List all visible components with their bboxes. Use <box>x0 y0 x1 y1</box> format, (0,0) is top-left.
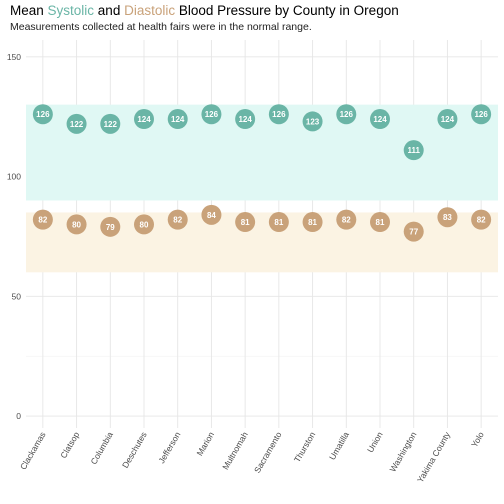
systolic-value-label: 126 <box>36 110 50 119</box>
title-connector: and <box>94 3 125 18</box>
diastolic-point <box>134 214 154 235</box>
x-tick-label: Clackamas <box>18 430 48 471</box>
x-tick-label: Marion <box>195 430 217 458</box>
systolic-value-label: 122 <box>70 120 84 129</box>
diastolic-point <box>336 209 357 230</box>
systolic-value-label: 124 <box>238 115 252 124</box>
diastolic-value-label: 82 <box>173 216 182 225</box>
diastolic-point <box>32 209 53 230</box>
systolic-value-label: 126 <box>474 110 488 119</box>
systolic-value-label: 111 <box>407 146 420 155</box>
systolic-value-label: 126 <box>272 110 286 119</box>
title-suffix: Blood Pressure by County in Oregon <box>175 3 399 18</box>
systolic-point <box>100 113 121 134</box>
x-tick-label: Columbia <box>88 430 115 466</box>
diastolic-point <box>403 221 424 242</box>
x-tick-label: Deschutes <box>120 430 149 470</box>
y-tick-label: 100 <box>7 172 21 182</box>
systolic-point <box>302 111 323 132</box>
x-tick-label: Union <box>365 430 385 454</box>
diastolic-value-label: 82 <box>342 216 351 225</box>
systolic-normal-band <box>26 104 498 201</box>
diastolic-value-label: 81 <box>241 218 250 227</box>
diastolic-point <box>235 212 256 233</box>
x-tick-label: Multnomah <box>220 430 250 472</box>
title-systolic: Systolic <box>47 3 95 18</box>
x-tick-label: Umatilla <box>327 430 351 462</box>
systolic-point <box>167 109 188 130</box>
y-tick-label: 0 <box>16 411 21 421</box>
diastolic-value-label: 79 <box>106 223 115 232</box>
systolic-point <box>336 104 357 125</box>
systolic-value-label: 124 <box>441 115 455 124</box>
diastolic-normal-band <box>26 212 498 273</box>
diastolic-value-label: 80 <box>140 220 149 229</box>
systolic-point <box>268 104 289 125</box>
chart-title: Mean Systolic and Diastolic Blood Pressu… <box>10 3 399 18</box>
diastolic-value-label: 81 <box>308 218 317 227</box>
diastolic-point <box>370 212 390 233</box>
systolic-point <box>32 104 53 125</box>
diastolic-point <box>302 212 323 233</box>
systolic-value-label: 124 <box>137 115 151 124</box>
x-tick-label: Yakima County <box>415 429 453 484</box>
x-tick-label: Clatsop <box>58 430 81 460</box>
systolic-point <box>201 104 222 125</box>
y-tick-label: 50 <box>12 291 22 301</box>
diastolic-value-label: 81 <box>274 218 283 227</box>
systolic-point <box>134 109 154 130</box>
diastolic-point <box>100 216 121 237</box>
diastolic-value-label: 77 <box>409 228 418 237</box>
diastolic-value-label: 82 <box>38 216 47 225</box>
x-tick-label: Washington <box>387 430 418 474</box>
systolic-value-label: 123 <box>306 117 320 126</box>
diastolic-point <box>66 214 87 235</box>
diastolic-point <box>437 207 458 228</box>
systolic-point <box>471 104 492 125</box>
title-prefix: Mean <box>10 3 48 18</box>
x-tick-label: Sacramento <box>252 430 284 475</box>
diastolic-point <box>268 212 289 233</box>
x-tick-label: Thurston <box>292 430 318 464</box>
diastolic-value-label: 83 <box>443 213 452 222</box>
systolic-point <box>66 113 87 134</box>
systolic-value-label: 126 <box>340 110 354 119</box>
systolic-point <box>437 109 458 130</box>
systolic-point <box>370 109 390 130</box>
systolic-value-label: 124 <box>171 115 185 124</box>
systolic-value-label: 122 <box>104 120 118 129</box>
diastolic-value-label: 84 <box>207 211 216 220</box>
diastolic-value-label: 80 <box>72 220 81 229</box>
systolic-value-label: 124 <box>373 115 387 124</box>
x-tick-label: Jefferson <box>156 430 182 465</box>
diastolic-point <box>471 209 492 230</box>
diastolic-value-label: 81 <box>376 218 385 227</box>
title-diastolic: Diastolic <box>124 3 176 18</box>
chart-subtitle: Measurements collected at health fairs w… <box>10 21 312 33</box>
x-tick-label: Yolo <box>469 430 486 449</box>
diastolic-value-label: 82 <box>477 216 486 225</box>
diastolic-point <box>201 204 222 225</box>
y-tick-label: 150 <box>7 52 21 62</box>
systolic-value-label: 126 <box>205 110 219 119</box>
systolic-point <box>235 109 256 130</box>
systolic-point <box>403 140 424 161</box>
diastolic-point <box>167 209 188 230</box>
